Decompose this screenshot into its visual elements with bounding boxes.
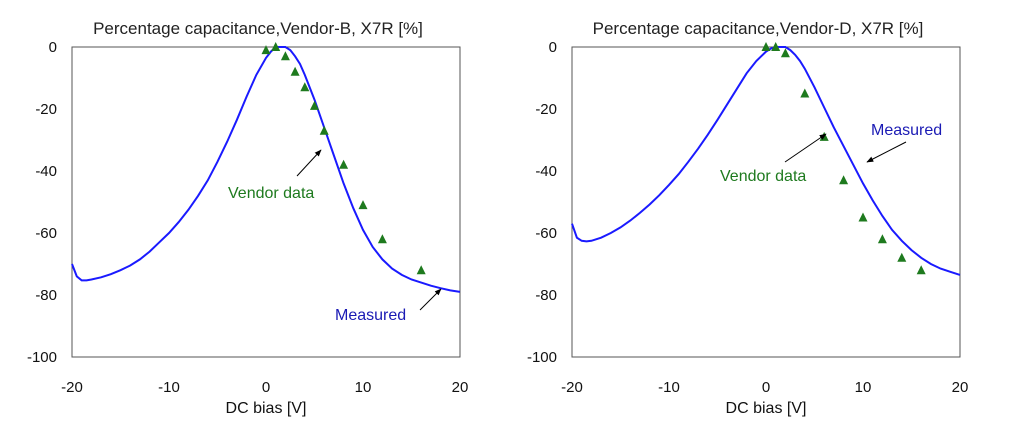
x-tick-label: 10 [855,379,872,396]
annotation-vendor-data: Vendor data [720,168,806,185]
y-tick-label: -40 [35,163,57,180]
chart-panel-vendor-b: Percentage capacitance,Vendor-B, X7R [%]… [27,19,468,417]
tick-labels: -20 -10 0 10 200-20-40-60-80-100 [527,39,968,396]
y-tick-label: -80 [35,287,57,304]
chart-panel-vendor-d: Percentage capacitance,Vendor-D, X7R [%]… [527,19,968,417]
y-tick-label: 0 [49,39,57,56]
vendor-data-point [877,234,887,244]
vendor-data-point [358,200,368,210]
vendor-data-point [819,131,829,141]
y-tick-label: -20 [535,101,557,118]
chart-title: Percentage capacitance,Vendor-B, X7R [%] [93,19,423,38]
y-tick-label: -100 [527,349,557,366]
vendor-data-point [280,51,290,61]
x-tick-label: 10 [355,379,372,396]
vendor-data-point [310,100,319,110]
vendor-data-markers [261,42,426,275]
vendor-data-point [780,48,790,58]
vendor-data-point [271,42,281,51]
vendor-data-point [377,234,387,244]
vendor-data-point [771,42,781,51]
annotation-arrow-vendor-data [296,149,322,177]
y-tick-label: -80 [535,287,557,304]
vendor-data-point [761,42,771,51]
vendor-data-point [839,175,849,185]
x-tick-label: -20 [61,379,83,396]
vendor-data-point [916,265,926,275]
vendor-data-point [339,159,349,169]
vendor-data-point [300,82,310,92]
y-tick-label: -100 [27,349,57,366]
annotation-vendor-data: Vendor data [228,185,314,202]
y-tick-label: -20 [35,101,57,118]
x-tick-label: -10 [658,379,680,396]
vendor-data-point [800,88,810,98]
vendor-data-point [290,66,300,76]
y-tick-label: -40 [535,163,557,180]
x-tick-label: -10 [158,379,180,396]
y-tick-label: -60 [535,225,557,242]
measured-line [71,46,461,293]
measured-line [571,46,961,276]
vendor-data-point [319,125,329,135]
annotation-arrow-vendor-data [784,133,827,163]
x-tick-label: 20 [952,379,969,396]
annotation-measured: Measured [871,122,942,139]
y-tick-label: -60 [35,225,57,242]
x-axis-label: DC bias [V] [726,400,807,417]
x-axis-label: DC bias [V] [226,400,307,417]
x-tick-label: 20 [452,379,469,396]
chart-title: Percentage capacitance,Vendor-D, X7R [%] [593,19,924,38]
x-tick-label: -20 [561,379,583,396]
annotation-arrow-measured [866,141,907,163]
plot-frame [571,46,961,358]
tick-labels: -20 -10 0 10 200-20-40-60-80-100 [27,39,468,396]
x-tick-label: 0 [262,379,270,396]
y-tick-label: 0 [549,39,557,56]
annotation-arrow-measured [419,288,442,311]
vendor-data-point [858,212,868,222]
x-tick-label: 0 [762,379,770,396]
vendor-data-point [416,265,426,275]
vendor-data-point [897,252,907,262]
annotation-measured: Measured [335,307,406,324]
vendor-data-point [261,45,271,55]
